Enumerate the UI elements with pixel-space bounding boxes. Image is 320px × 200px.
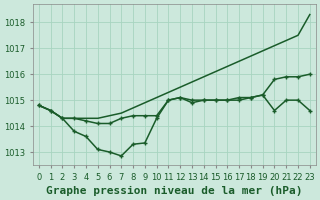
X-axis label: Graphe pression niveau de la mer (hPa): Graphe pression niveau de la mer (hPa) — [46, 186, 302, 196]
